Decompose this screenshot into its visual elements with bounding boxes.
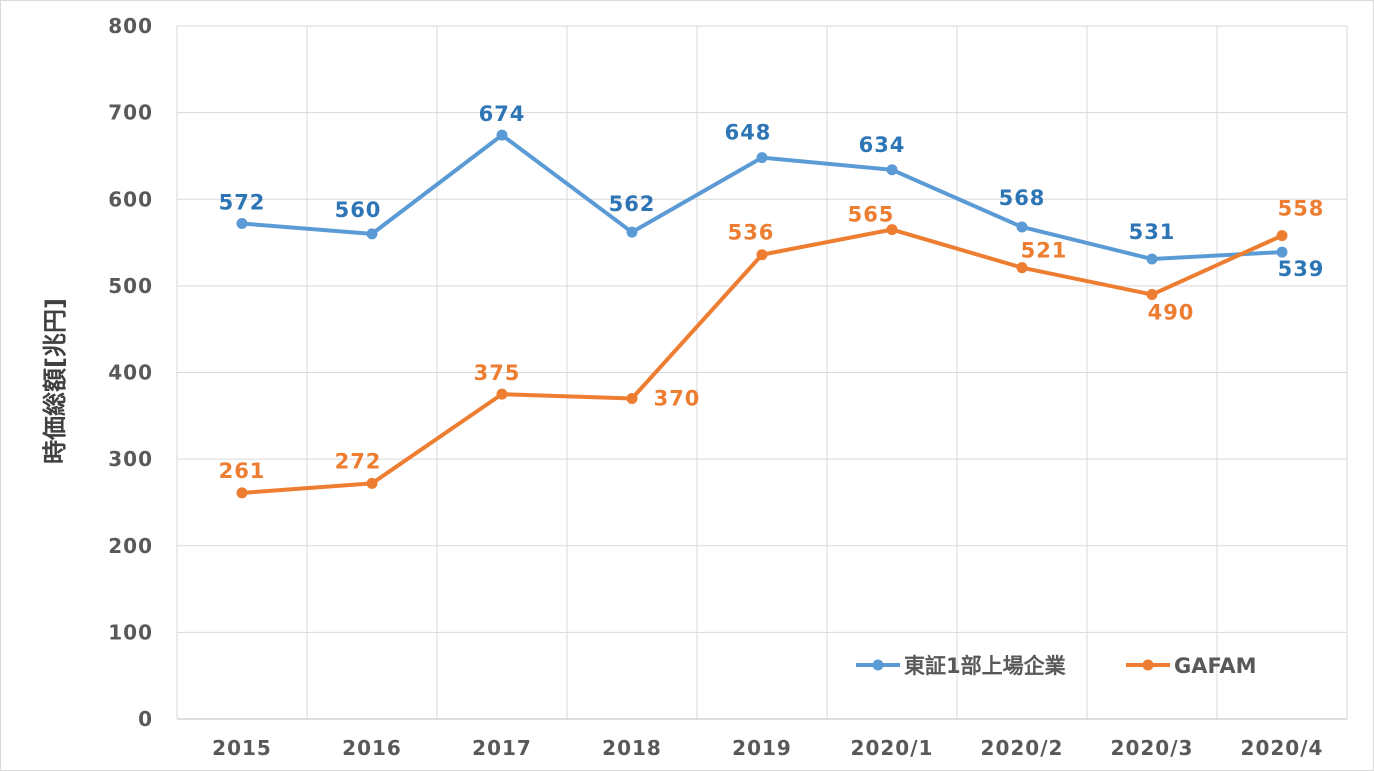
data-label: 558 — [1278, 197, 1325, 221]
data-label: 648 — [725, 121, 772, 145]
data-point — [1016, 221, 1028, 233]
data-label: 261 — [219, 459, 266, 483]
y-tick-label: 600 — [108, 187, 153, 211]
data-point — [756, 249, 768, 261]
x-tick-label: 2020/3 — [1111, 736, 1194, 760]
x-tick-label: 2020/4 — [1241, 736, 1324, 760]
data-label: 375 — [474, 361, 521, 385]
data-label: 568 — [999, 186, 1046, 210]
data-label: 674 — [479, 102, 526, 126]
y-tick-label: 100 — [108, 620, 153, 644]
data-point — [626, 392, 638, 404]
data-label: 634 — [859, 133, 906, 157]
data-label: 562 — [609, 192, 656, 216]
series-line-1 — [241, 227, 1283, 495]
data-point — [1276, 230, 1288, 242]
legend-label: GAFAM — [1174, 654, 1257, 678]
y-tick-label: 700 — [108, 101, 153, 125]
x-tick-label: 2017 — [472, 736, 532, 760]
data-point — [496, 129, 508, 141]
x-tick-label: 2020/1 — [851, 736, 934, 760]
data-point — [236, 218, 248, 230]
data-label: 572 — [219, 191, 266, 215]
data-point — [626, 226, 638, 238]
x-tick-label: 2015 — [212, 736, 272, 760]
legend-marker — [872, 659, 884, 671]
y-tick-label: 300 — [108, 447, 153, 471]
data-point — [1146, 253, 1158, 265]
data-label: 490 — [1148, 301, 1195, 325]
y-tick-label: 500 — [108, 274, 153, 298]
data-label: 272 — [335, 449, 382, 473]
data-label: 539 — [1278, 257, 1325, 281]
x-tick-label: 2020/2 — [981, 736, 1064, 760]
data-point — [1276, 246, 1288, 258]
legend-marker — [1142, 659, 1154, 671]
data-point — [1016, 262, 1028, 274]
y-axis-title: 時価総額[兆円] — [41, 298, 69, 464]
data-label: 370 — [654, 386, 701, 410]
data-label: 536 — [728, 221, 775, 245]
y-tick-label: 0 — [138, 707, 153, 731]
data-point — [1146, 289, 1158, 301]
data-point — [756, 152, 768, 164]
legend-label: 東証1部上場企業 — [904, 654, 1067, 678]
data-point — [236, 487, 248, 499]
y-tick-label: 200 — [108, 534, 153, 558]
data-point — [366, 228, 378, 240]
data-label: 560 — [335, 198, 382, 222]
x-tick-label: 2018 — [602, 736, 662, 760]
x-tick-label: 2019 — [732, 736, 792, 760]
data-point — [886, 164, 898, 176]
data-point — [496, 388, 508, 400]
data-label: 531 — [1129, 220, 1176, 244]
y-tick-label: 400 — [108, 361, 153, 385]
data-point — [366, 477, 378, 489]
y-tick-label: 800 — [108, 14, 153, 38]
x-tick-label: 2016 — [342, 736, 402, 760]
data-point — [886, 224, 898, 236]
data-label: 521 — [1021, 239, 1068, 263]
data-label: 565 — [848, 203, 895, 227]
